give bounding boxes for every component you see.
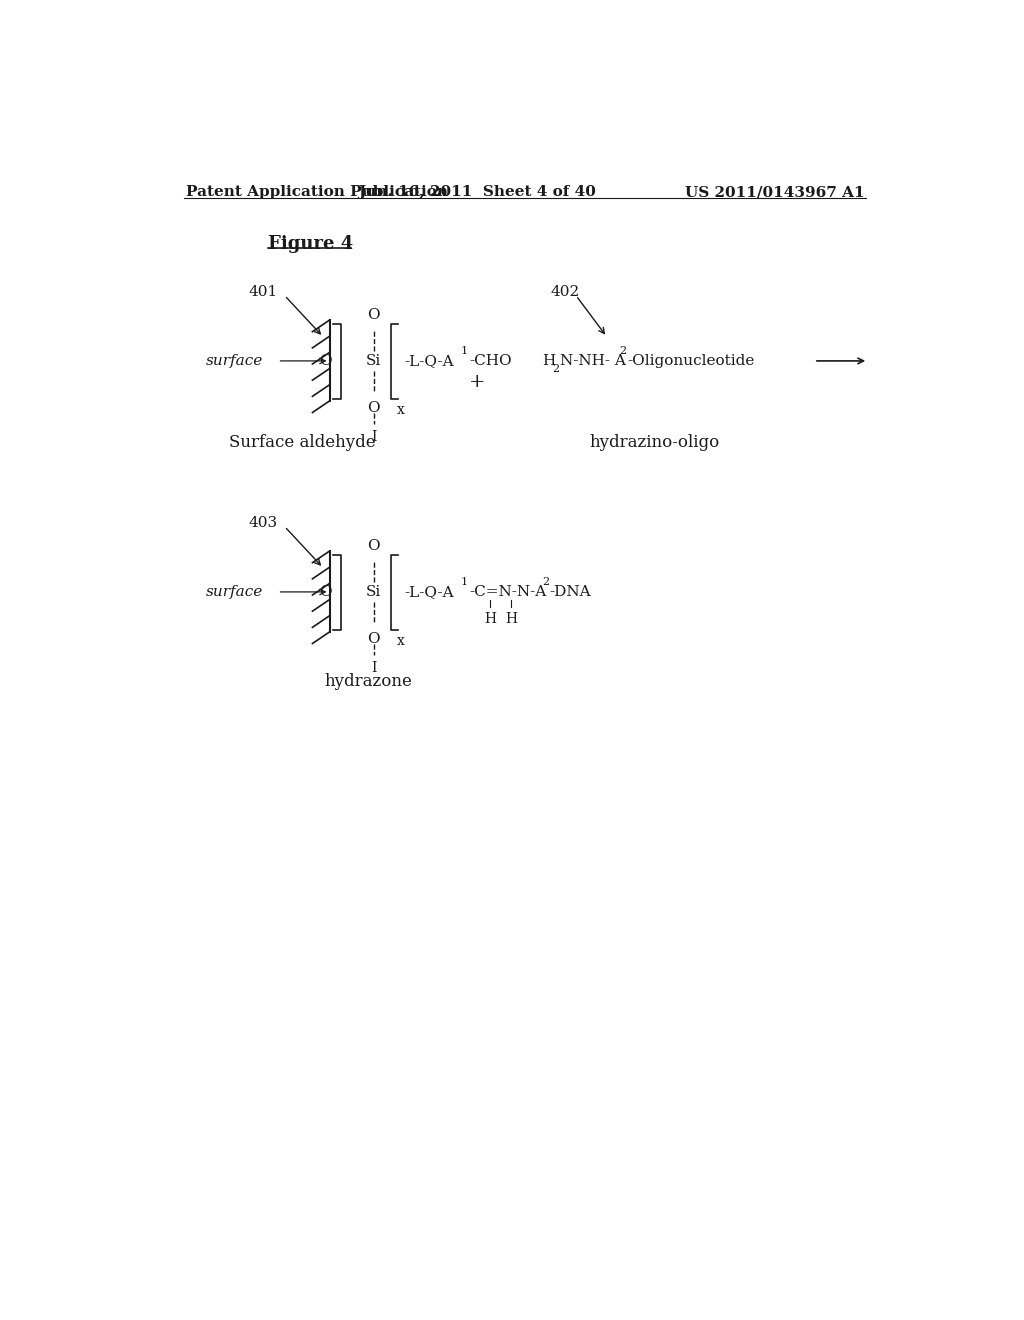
Text: Si: Si [366, 585, 381, 599]
Text: x: x [397, 635, 404, 648]
Text: Figure 4: Figure 4 [267, 235, 352, 253]
Text: surface: surface [206, 354, 263, 368]
Text: Si: Si [366, 354, 381, 368]
Text: 403: 403 [248, 516, 278, 531]
Text: 1: 1 [461, 577, 468, 587]
Text: 402: 402 [550, 285, 580, 300]
Text: Patent Application Publication: Patent Application Publication [186, 185, 449, 199]
Text: US 2011/0143967 A1: US 2011/0143967 A1 [685, 185, 864, 199]
Text: +: + [469, 372, 485, 391]
Text: N-NH- A: N-NH- A [560, 354, 626, 368]
Text: -DNA: -DNA [550, 585, 591, 599]
Text: H: H [484, 612, 496, 626]
Text: -Oligonucleotide: -Oligonucleotide [627, 354, 755, 368]
Text: hydrazone: hydrazone [325, 673, 413, 690]
Text: O: O [368, 632, 380, 645]
Text: O: O [368, 540, 380, 553]
Text: -L-Q-A: -L-Q-A [404, 354, 455, 368]
Text: O: O [319, 354, 332, 368]
Text: I: I [371, 661, 377, 676]
Text: -L-Q-A: -L-Q-A [404, 585, 455, 599]
Text: 2: 2 [552, 363, 559, 374]
Text: I: I [371, 430, 377, 445]
Text: H: H [543, 354, 556, 368]
Text: Jun. 16, 2011  Sheet 4 of 40: Jun. 16, 2011 Sheet 4 of 40 [357, 185, 596, 199]
Text: surface: surface [206, 585, 263, 599]
Text: -C=N-N-A: -C=N-N-A [469, 585, 546, 599]
Text: hydrazino-oligo: hydrazino-oligo [590, 434, 720, 451]
Text: x: x [397, 404, 404, 417]
Text: Surface aldehyde: Surface aldehyde [229, 434, 376, 451]
Text: -CHO: -CHO [469, 354, 512, 368]
Text: O: O [368, 401, 380, 414]
Text: 2: 2 [542, 577, 549, 587]
Text: H: H [505, 612, 517, 626]
Text: 2: 2 [620, 346, 627, 356]
Text: O: O [368, 309, 380, 322]
Text: 1: 1 [461, 346, 468, 356]
Text: 401: 401 [248, 285, 278, 300]
Text: O: O [319, 585, 332, 599]
